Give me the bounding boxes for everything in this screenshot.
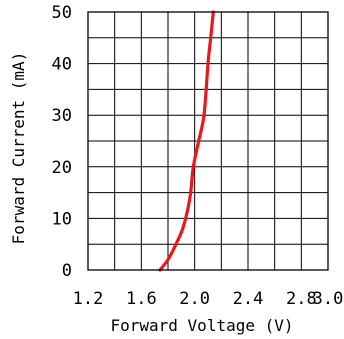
x-axis-label: Forward Voltage (V) (110, 316, 293, 335)
y-tick-label: 0 (62, 261, 72, 281)
x-tick-label: 2.4 (233, 289, 264, 309)
y-tick-label: 20 (52, 158, 72, 178)
y-tick-label: 50 (52, 3, 72, 23)
x-tick-label: 2.0 (179, 289, 210, 309)
plot-frame (87, 11, 329, 271)
y-tick-labels: 0 10 20 30 40 50 (52, 3, 72, 281)
y-axis-label: Forward Current (mA) (9, 52, 28, 245)
x-tick-label: 2.8 (286, 289, 317, 309)
series-line (158, 10, 215, 272)
y-tick-label: 10 (52, 209, 72, 229)
y-tick-label: 40 (52, 55, 72, 75)
y-tick-label: 30 (52, 106, 72, 126)
x-tick-labels: 1.2 1.6 2.0 2.4 2.83.0 (73, 289, 344, 309)
series-group (158, 10, 215, 272)
x-tick-label: 1.2 (73, 289, 104, 309)
x-tick-label: 3.0 (313, 289, 344, 309)
x-tick-label: 1.6 (126, 289, 157, 309)
